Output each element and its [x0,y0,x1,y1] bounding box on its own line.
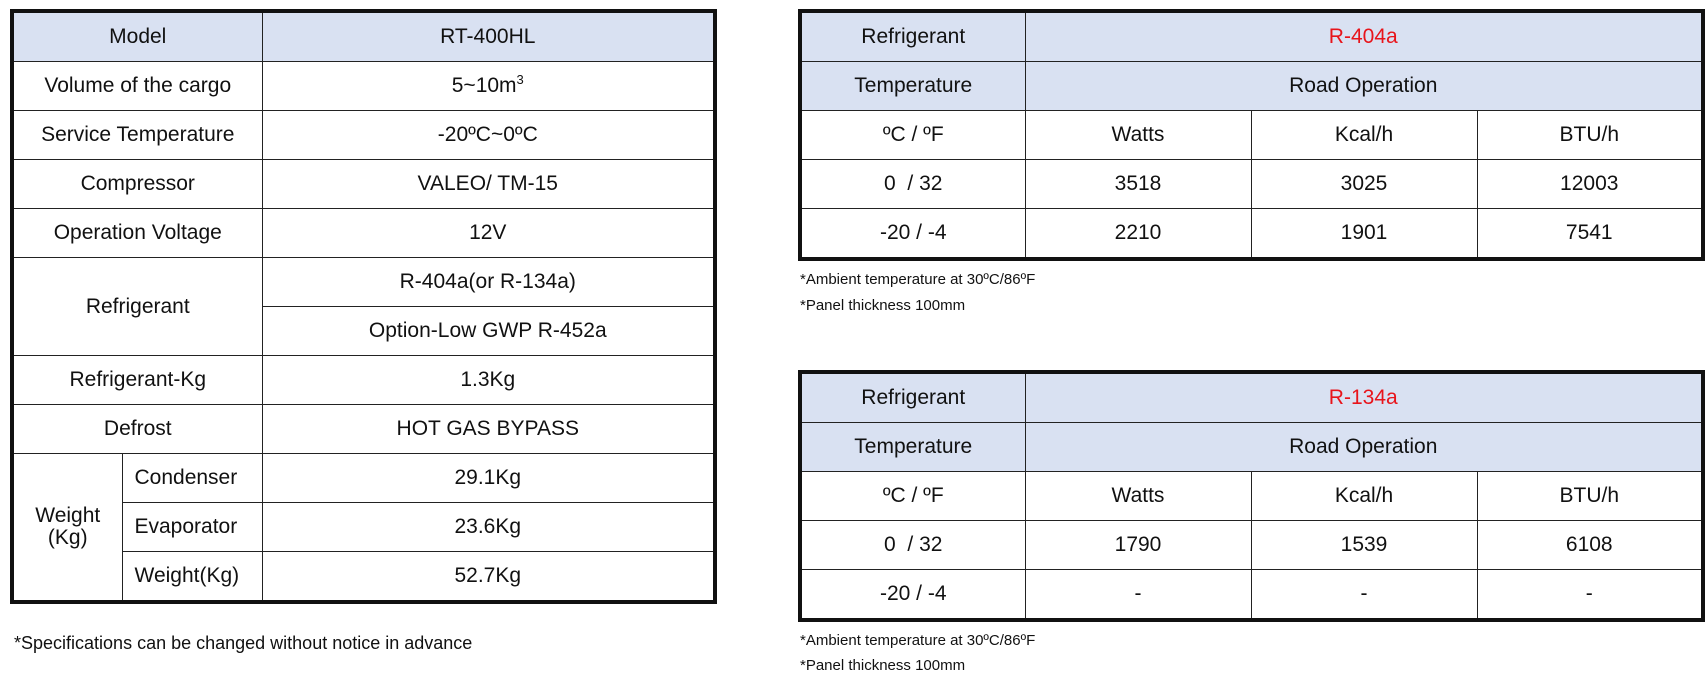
unit-header: BTU/h [1476,471,1704,521]
unit-header: Kcal/h [1250,471,1478,521]
table-row: -20 / -4 2210 1901 7541 [799,208,1704,260]
refrigerant-label: Refrigerant [11,257,263,356]
defrost-value: HOT GAS BYPASS [261,404,716,454]
perf-table-r134a: Refrigerant R-134a Temperature Road Oper… [798,370,1705,622]
perf-row-units: ºC / ºF Watts Kcal/h BTU/h [799,110,1704,160]
spec-row-weight-evaporator: Evaporator 23.6Kg [12,502,716,552]
operation-label: Road Operation [1024,61,1704,111]
perf-row-units: ºC / ºF Watts Kcal/h BTU/h [799,471,1704,521]
spec-table: Model RT-400HL Volume of the cargo 5~10m… [10,9,718,604]
weight-label-line2: (Kg) [47,526,88,549]
voltage-label: Operation Voltage [11,208,263,258]
refrigerant-value-2: Option-Low GWP R-452a [261,306,716,356]
service-temp-label: Service Temperature [11,110,263,160]
perf-row-temperature: Temperature Road Operation [799,422,1704,472]
temperature-label: Temperature [799,61,1026,111]
unit-header: Kcal/h [1250,110,1478,160]
spec-row-defrost: Defrost HOT GAS BYPASS [11,404,716,454]
voltage-value: 12V [261,208,716,258]
volume-value: 5~10m [451,74,517,97]
table-cell: 2210 [1024,208,1252,260]
table-cell: -20 / -4 [799,208,1026,260]
spec-row-model: Model RT-400HL [11,10,716,62]
model-value: RT-400HL [261,10,716,62]
refrigerant-value-1: R-404a(or R-134a) [261,257,716,307]
compressor-label: Compressor [11,159,263,209]
spec-row-refrigerant-option: Option-Low GWP R-452a [12,306,716,356]
table-row: 0 / 32 3518 3025 12003 [799,159,1704,209]
unit-header: Watts [1024,110,1252,160]
perf-row-temperature: Temperature Road Operation [799,61,1704,111]
table-cell: - [1024,569,1252,621]
panel-note-1: *Panel thickness 100mm [800,297,966,314]
spec-row-compressor: Compressor VALEO/ TM-15 [11,159,716,209]
perf-row-refrigerant: Refrigerant R-404a [799,10,1704,62]
volume-label: Volume of the cargo [11,61,263,111]
weight-sub-label: Evaporator [121,502,263,552]
weight-sub-value: 23.6Kg [261,502,716,552]
service-temp-value: -20ºC~0ºC [261,110,716,160]
table-cell: 1790 [1024,520,1252,570]
perf-table-r404a: Refrigerant R-404a Temperature Road Oper… [798,9,1705,261]
spec-row-weight-condenser: Weight (Kg) Condenser 29.1Kg [11,453,716,603]
table-cell: 3025 [1250,159,1478,209]
table-cell: - [1250,569,1478,621]
refrigerant-kg-value: 1.3Kg [261,355,716,405]
table-cell: 12003 [1476,159,1704,209]
table-cell: 0 / 32 [799,520,1026,570]
table-cell: 1539 [1250,520,1478,570]
table-cell: -20 / -4 [799,569,1026,621]
spec-row-refrigerant-kg: Refrigerant-Kg 1.3Kg [11,355,716,405]
refrigerant-label: Refrigerant [799,10,1026,62]
ambient-note-2: *Ambient temperature at 30ºC/86ºF [800,632,1036,649]
unit-header: BTU/h [1476,110,1704,160]
table-row: 0 / 32 1790 1539 6108 [799,520,1704,570]
table-cell: - [1476,569,1704,621]
unit-header: Watts [1024,471,1252,521]
spec-row-volume: Volume of the cargo 5~10m3 [11,61,716,111]
weight-sub-value: 52.7Kg [261,551,716,603]
table-row: -20 / -4 - - - [799,569,1704,621]
operation-label: Road Operation [1024,422,1704,472]
ambient-note-1: *Ambient temperature at 30ºC/86ºF [800,271,1036,288]
weight-group-label: Weight (Kg) [11,453,123,603]
model-label: Model [11,10,263,62]
weight-sub-label: Condenser [121,453,263,503]
unit-header: ºC / ºF [799,110,1026,160]
volume-unit-sup: 3 [516,72,524,87]
refrigerant-kg-label: Refrigerant-Kg [11,355,263,405]
weight-label-line1: Weight [35,504,101,527]
spec-note: *Specifications can be changed without n… [14,633,473,653]
spec-row-weight-total: Weight(Kg) 52.7Kg [12,551,716,603]
defrost-label: Defrost [11,404,263,454]
spec-row-service-temp: Service Temperature -20ºC~0ºC [11,110,716,160]
refrigerant-label: Refrigerant [799,371,1026,423]
table-cell: 0 / 32 [799,159,1026,209]
temperature-label: Temperature [799,422,1026,472]
spec-row-voltage: Operation Voltage 12V [11,208,716,258]
panel-note-2: *Panel thickness 100mm [800,657,966,674]
table-cell: 7541 [1476,208,1704,260]
weight-sub-value: 29.1Kg [261,453,716,503]
refrigerant-value: R-134a [1024,371,1704,423]
table-cell: 6108 [1476,520,1704,570]
volume-cell: 5~10m3 [261,61,716,111]
perf-row-refrigerant: Refrigerant R-134a [799,371,1704,423]
weight-sub-label: Weight(Kg) [121,551,263,603]
refrigerant-value: R-404a [1024,10,1704,62]
table-cell: 3518 [1024,159,1252,209]
unit-header: ºC / ºF [799,471,1026,521]
table-cell: 1901 [1250,208,1478,260]
spec-row-refrigerant: Refrigerant R-404a(or R-134a) [11,257,716,356]
compressor-value: VALEO/ TM-15 [261,159,716,209]
